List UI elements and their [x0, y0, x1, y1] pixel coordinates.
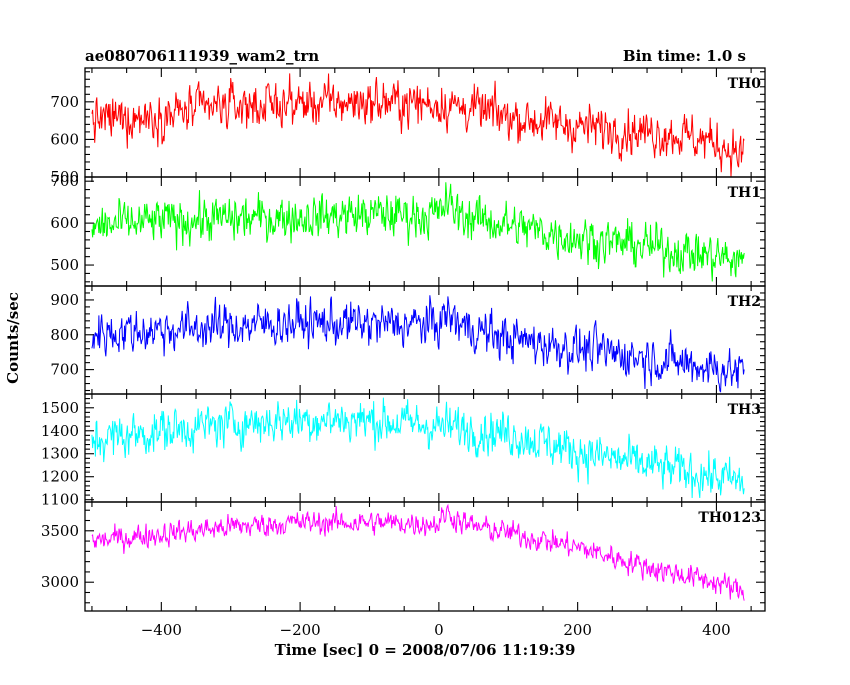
x-ticks: [91, 394, 752, 502]
y-tick-label: 1500: [41, 399, 79, 417]
panel-label: TH0: [728, 76, 762, 92]
panel-th0123: 3000 3500 TH0123: [41, 501, 766, 612]
x-tick-label: 400: [702, 621, 731, 639]
y-tick-label: 1400: [41, 422, 79, 440]
y-ticks: [85, 180, 765, 283]
panels-group: 500 600 700 TH0 500 600 700 TH1 700 800 900 TH2 1100…: [41, 67, 766, 612]
y-tick-label: 700: [50, 361, 79, 379]
y-tick-label: 3500: [41, 522, 79, 540]
y-ticks: [85, 71, 765, 178]
x-tick-label: −200: [280, 621, 321, 639]
panel-label: TH0123: [698, 510, 761, 526]
panel-label: TH3: [728, 402, 761, 418]
bin-time-label: Bin time: 1.0 s: [623, 47, 746, 65]
y-ticks: [85, 393, 765, 501]
x-tick-label: 0: [434, 621, 444, 639]
y-tick-label: 1100: [41, 491, 79, 509]
y-tick-label: 700: [50, 93, 79, 111]
file-title: ae080706111939_wam2_trn: [85, 47, 319, 65]
x-ticks: [91, 68, 752, 177]
y-tick-label: 800: [50, 326, 79, 344]
y-tick-label: 500: [50, 256, 79, 274]
y-tick-label: 600: [50, 214, 79, 232]
panel-th2: 700 800 900 TH2: [50, 285, 766, 395]
y-tick-label: 500: [50, 168, 79, 186]
x-ticks: [91, 502, 752, 611]
y-tick-label: 700: [50, 172, 79, 190]
panel-label: TH1: [728, 185, 761, 201]
x-tick-label: −400: [141, 621, 182, 639]
series-th2: [91, 295, 745, 393]
series-th3: [91, 397, 745, 499]
panel-th1: 500 600 700 TH1: [50, 172, 766, 287]
y-tick-label: 1300: [41, 445, 79, 463]
series-th0123: [91, 503, 745, 601]
y-tick-label: 1200: [41, 468, 79, 486]
y-ticks: [85, 285, 765, 392]
series-th0: [91, 73, 745, 177]
y-tick-label: 3000: [41, 573, 79, 591]
x-tick-labels: −400 −200 0 200 400: [141, 621, 731, 639]
panel-label: TH2: [728, 294, 761, 310]
y-tick-label: 600: [50, 130, 79, 148]
series-th1: [91, 182, 745, 282]
x-axis-label: Time [sec] 0 = 2008/07/06 11:19:39: [275, 641, 576, 659]
x-ticks: [91, 286, 752, 394]
panel-th0: 500 600 700 TH0: [50, 67, 766, 186]
x-tick-label: 200: [563, 621, 592, 639]
y-ticks: [85, 509, 765, 604]
panel-frame: [84, 501, 766, 612]
y-axis-label: Counts/sec: [4, 292, 22, 384]
y-tick-label: 900: [50, 291, 79, 309]
x-ticks: [91, 177, 752, 286]
panel-th3: 1100 1200 1300 1400 1500 TH3: [41, 393, 766, 509]
